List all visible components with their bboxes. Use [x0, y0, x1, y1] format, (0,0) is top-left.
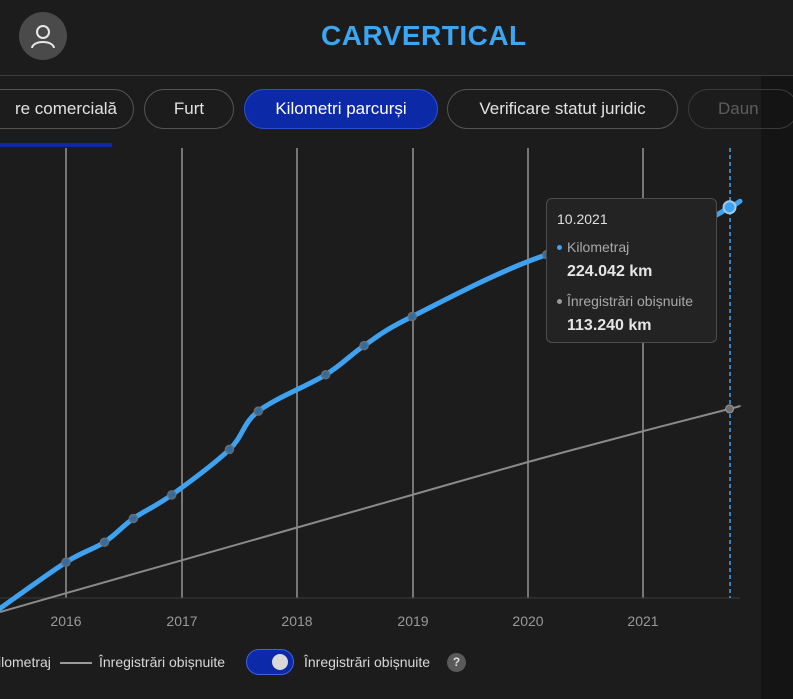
tooltip-regular-value: 113.240 km: [567, 317, 652, 334]
mileage-point[interactable]: [61, 557, 71, 567]
x-tick-label: 2020: [512, 613, 543, 629]
tab-furt[interactable]: Furt: [144, 89, 234, 129]
legend-regular-swatch: [60, 662, 92, 664]
legend-mileage-label[interactable]: ilometraj: [0, 654, 51, 670]
x-tick-label: 2017: [166, 613, 197, 629]
toggle-knob: [272, 654, 288, 670]
right-scroll-strip: [761, 76, 793, 699]
legend-regular-label[interactable]: Înregistrări obișnuite: [99, 654, 226, 670]
mileage-point[interactable]: [128, 513, 139, 524]
tooltip-mileage-label: Kilometraj: [557, 239, 716, 255]
tooltip-date: 10.2021: [557, 211, 608, 227]
app-header: CARVERTICAL ⋮: [0, 0, 793, 76]
mileage-point[interactable]: [167, 490, 177, 500]
tab-utilizare-comerciala[interactable]: re comercială: [0, 89, 134, 129]
tab-label: Kilometri parcurși: [275, 99, 407, 118]
mileage-point[interactable]: [722, 200, 737, 215]
mileage-point[interactable]: [253, 406, 264, 416]
mileage-point[interactable]: [99, 537, 110, 547]
tooltip-regular-label: Înregistrări obișnuite: [557, 293, 716, 309]
chart-legend: ilometraj Înregistrări obișnuite Înregis…: [0, 648, 760, 678]
x-tick-label: 2019: [397, 613, 428, 629]
tab-label: Daun: [718, 99, 759, 118]
mileage-point[interactable]: [407, 311, 417, 322]
user-icon: [31, 25, 55, 49]
x-tick-label: 2021: [627, 613, 658, 629]
tab-label: Verificare statut juridic: [479, 99, 646, 118]
tab-kilometri-parcursi[interactable]: Kilometri parcurși: [244, 89, 438, 129]
toggle-label: Înregistrări obișnuite: [304, 654, 431, 670]
tooltip-mileage-value: 224.042 km: [567, 263, 653, 280]
mileage-point[interactable]: [320, 370, 331, 380]
mileage-point[interactable]: [359, 340, 369, 351]
chart-tooltip: 10.2021 Kilometraj 224.042 km Înregistră…: [546, 198, 717, 343]
tab-verificare-statut-juridic[interactable]: Verificare statut juridic: [447, 89, 678, 129]
tab-label: Furt: [173, 99, 205, 118]
regular-records-toggle[interactable]: [246, 649, 294, 675]
regular-point[interactable]: [725, 404, 735, 414]
tab-daune[interactable]: Daun: [688, 89, 793, 129]
regular-dot-icon: [557, 298, 562, 304]
tab-label: re comercială: [14, 99, 118, 118]
mileage-dot-icon: [557, 244, 562, 250]
x-tick-label: 2016: [50, 613, 81, 629]
regular-records-line: [0, 404, 742, 614]
chart-scroll-indicator: [0, 143, 112, 147]
profile-button[interactable]: [19, 12, 67, 60]
x-tick-label: 2018: [281, 613, 312, 629]
help-icon[interactable]: ?: [447, 653, 466, 672]
mileage-point[interactable]: [224, 444, 235, 455]
more-vertical-icon[interactable]: ⋮: [785, 22, 793, 44]
brand-logo[interactable]: CARVERTICAL: [321, 20, 527, 51]
